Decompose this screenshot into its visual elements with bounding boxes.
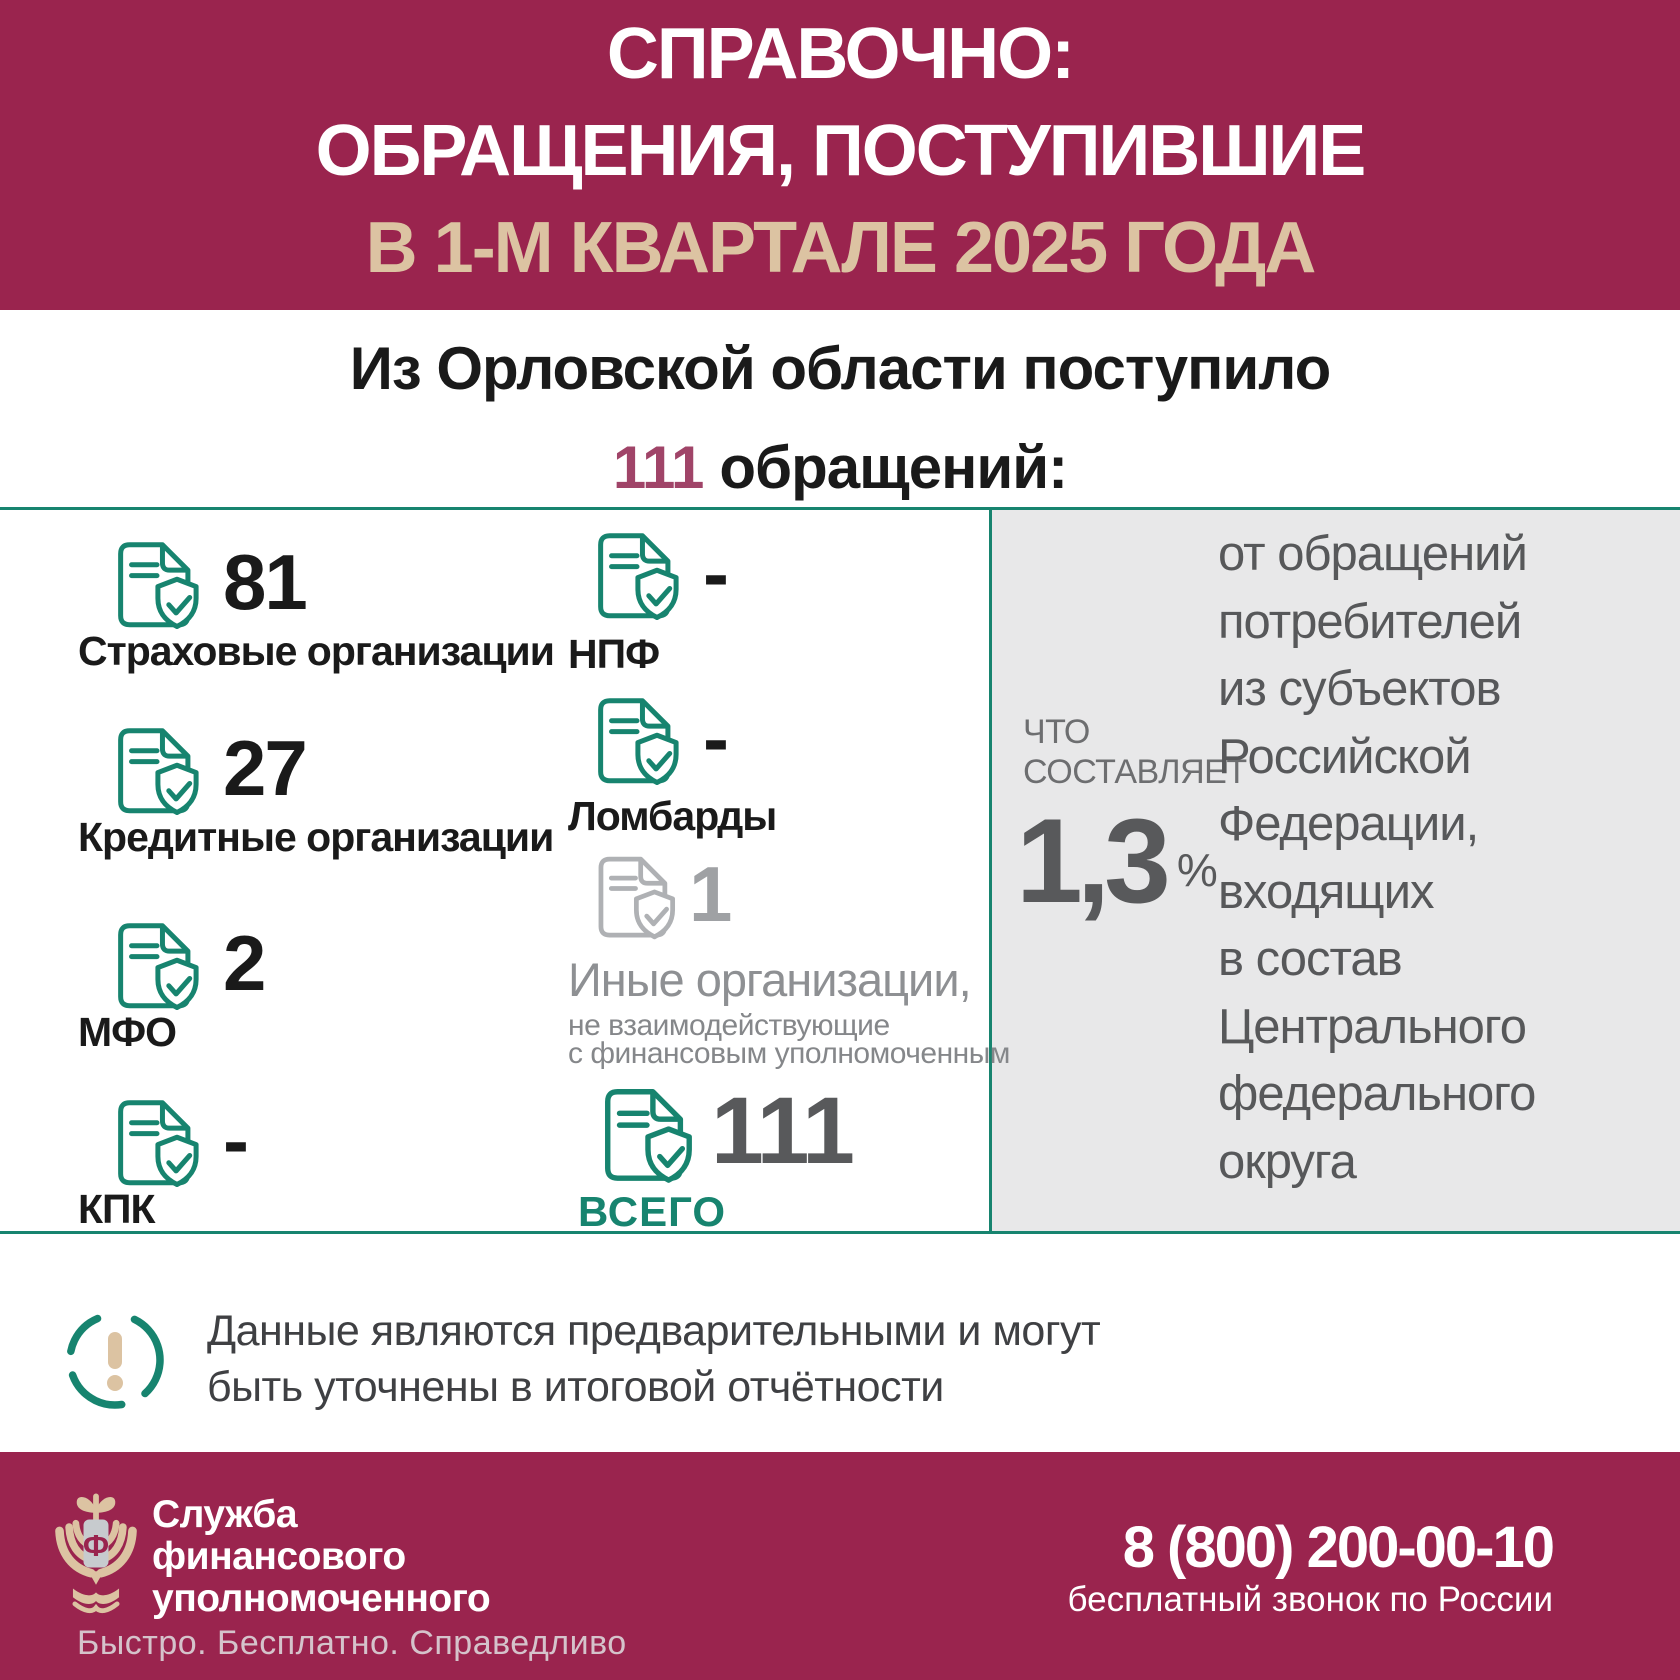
stat-value: 81	[223, 537, 308, 626]
stat-total: 111 ВСЕГО	[578, 1077, 855, 1236]
org-name-line: уполномоченного	[152, 1577, 491, 1620]
share-desc-line: округа	[1218, 1134, 1357, 1189]
stat-label: КПК	[78, 1186, 156, 1232]
note-text: Данные являются предварительными и могут…	[207, 1303, 1101, 1415]
footer-banner	[0, 1452, 1680, 1680]
document-shield-icon	[107, 913, 207, 1013]
intro-line: Из Орловской области поступило	[349, 335, 1331, 402]
share-desc-line: из субъектов	[1218, 662, 1501, 716]
stat-value: -	[703, 528, 729, 617]
stat-label: Страховые организации	[78, 628, 555, 674]
document-shield-icon	[593, 1078, 701, 1186]
stat-value: 111	[711, 1078, 855, 1184]
share-desc-line: потребителей	[1218, 594, 1522, 649]
share-description: от обращений потребителей из субъектов Р…	[1218, 521, 1536, 1196]
share-desc-line: в состав	[1218, 932, 1403, 986]
share-desc-line: федерального	[1218, 1067, 1536, 1121]
share-desc-line: от обращений	[1218, 527, 1528, 581]
stat-kpk: - КПК	[78, 1090, 249, 1233]
stat-label: Кредитные организации	[78, 814, 554, 860]
org-name-line: Служба	[152, 1493, 298, 1536]
header-line-1: СПРАВОЧНО:	[606, 14, 1075, 94]
document-shield-icon	[587, 523, 687, 623]
share-desc-line: Федерации,	[1218, 797, 1479, 851]
share-desc-line: Российской	[1218, 729, 1472, 784]
total-count: 111	[612, 434, 704, 501]
share-value: 1,3%	[1016, 792, 1218, 930]
stat-lombard: - Ломбарды	[568, 688, 777, 840]
svg-text:Ф: Ф	[83, 1528, 109, 1563]
stat-npf: - НПФ	[568, 523, 729, 678]
stat-label: НПФ	[568, 631, 660, 677]
phone-note: бесплатный звонок по России	[1067, 1580, 1553, 1619]
phone-number: 8 (800) 200-00-10	[1122, 1515, 1555, 1580]
stat-label: МФО	[78, 1009, 177, 1055]
stat-value: -	[703, 693, 729, 782]
note-line: Данные являются предварительными и могут	[207, 1307, 1101, 1355]
stat-insurance: 81 Страховые организации	[78, 532, 555, 675]
divider-bottom	[0, 1231, 1680, 1234]
share-caption-line: ЧТО	[1023, 713, 1090, 751]
stat-credit: 27 Кредитные организации	[78, 718, 554, 861]
stat-label: Иные организации,	[568, 953, 972, 1006]
note-line: быть уточнены в итоговой отчётности	[207, 1363, 944, 1411]
stat-sublabel: не взаимодействующие	[568, 1009, 890, 1042]
divider-vertical	[989, 507, 992, 1234]
share-desc-line: Центрального	[1218, 999, 1527, 1054]
intro-count-line: 111 обращений:	[0, 433, 1680, 502]
share-caption: ЧТО СОСТАВЛЯЕТ	[1023, 712, 1247, 792]
stat-value: 1	[689, 850, 732, 938]
double-headed-eagle-icon: Ф	[55, 1493, 137, 1614]
org-name-line: финансового	[152, 1535, 406, 1578]
stat-label: ВСЕГО	[578, 1188, 727, 1235]
document-shield-icon	[107, 718, 207, 818]
stat-value: 2	[223, 918, 266, 1007]
header-line-3: В 1-М КВАРТАЛЕ 2025 ГОДА	[365, 208, 1317, 288]
document-shield-icon	[107, 1090, 207, 1190]
stat-sublabel: с финансовым уполномоченным	[568, 1037, 1010, 1070]
share-desc-line: входящих	[1218, 864, 1434, 919]
percent-sign: %	[1176, 844, 1218, 896]
share-caption-line: СОСТАВЛЯЕТ	[1023, 753, 1247, 791]
share-number: 1,3	[1016, 794, 1171, 928]
document-shield-icon	[107, 532, 207, 632]
intro-section: Из Орловской области поступило 111 обраще…	[0, 310, 1680, 502]
document-shield-icon	[587, 688, 687, 788]
org-name: Служба финансового уполномоченного	[152, 1493, 491, 1620]
stat-mfo: 2 МФО	[78, 913, 266, 1056]
document-shield-icon	[588, 847, 683, 942]
divider-top	[0, 507, 1680, 510]
header-banner: СПРАВОЧНО: ОБРАЩЕНИЯ, ПОСТУПИВШИЕ В 1-М …	[0, 0, 1680, 310]
stat-label: Ломбарды	[568, 793, 777, 839]
exclamation-circle-icon	[66, 1311, 164, 1409]
stat-other-orgs: 1 Иные организации, не взаимодействующие…	[568, 847, 1010, 1070]
share-panel	[992, 510, 1680, 1231]
slogan: Быстро. Бесплатно. Справедливо	[77, 1624, 627, 1662]
stat-value: 27	[223, 723, 308, 812]
header-line-2: ОБРАЩЕНИЯ, ПОСТУПИВШИЕ	[315, 111, 1367, 191]
stat-value: -	[223, 1095, 249, 1184]
intro-suffix: обращений:	[719, 434, 1068, 501]
